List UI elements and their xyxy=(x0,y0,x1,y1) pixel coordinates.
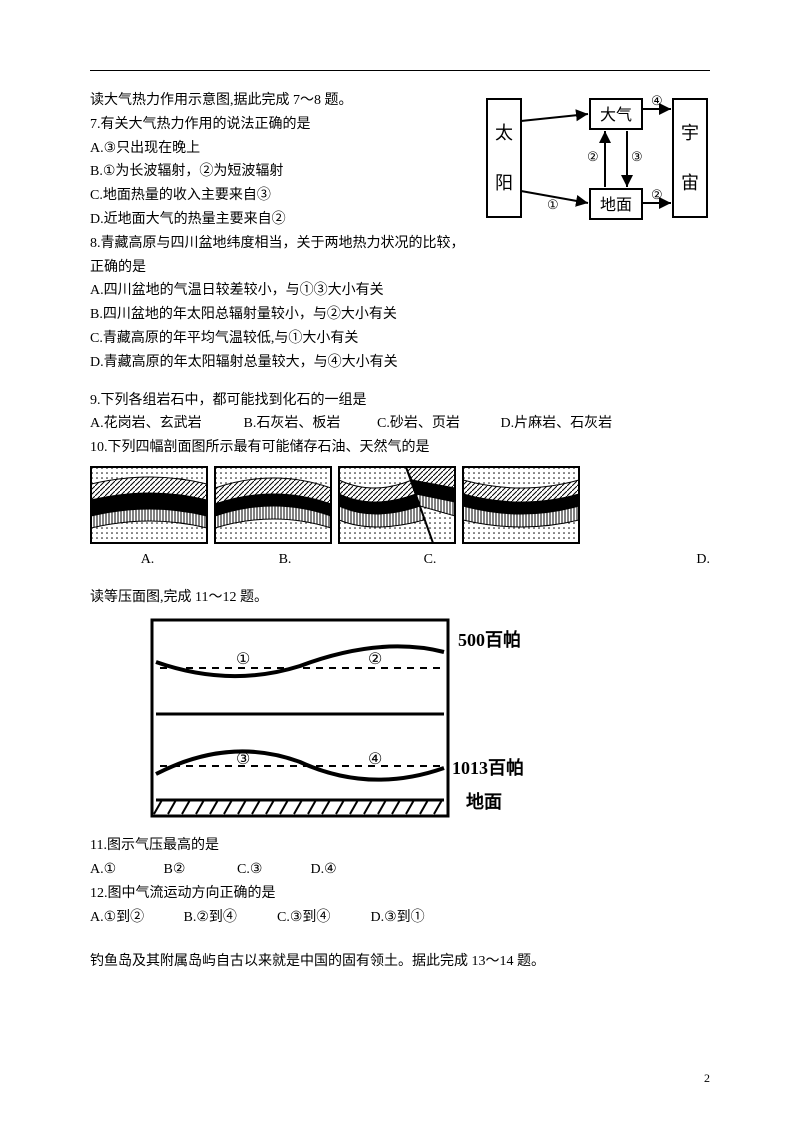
q10-opt-c: C. xyxy=(365,548,495,572)
q11-opt-a: A.① xyxy=(90,858,160,882)
svg-text:宙: 宙 xyxy=(681,173,699,193)
q11-options: A.① B② C.③ D.④ xyxy=(90,858,710,882)
cross-section-d xyxy=(462,466,580,544)
q12-opt-b: B.②到④ xyxy=(184,906,274,930)
q9-opt-a: A.花岗岩、玄武岩 xyxy=(90,412,240,436)
svg-text:③: ③ xyxy=(631,149,643,164)
q8-stem2: 正确的是 xyxy=(90,256,710,280)
q9-stem: 9.下列各组岩石中，都可能找到化石的一组是 xyxy=(90,389,710,413)
q10-opt-b: B. xyxy=(205,548,365,572)
q12-stem: 12.图中气流运动方向正确的是 xyxy=(90,882,710,906)
cross-section-a xyxy=(90,466,208,544)
svg-text:①: ① xyxy=(547,197,559,212)
q11-opt-c: C.③ xyxy=(237,858,307,882)
page-number: 2 xyxy=(704,1068,710,1088)
svg-text:①: ① xyxy=(236,651,250,668)
svg-text:②: ② xyxy=(651,187,663,202)
q11-stem: 11.图示气压最高的是 xyxy=(90,834,710,858)
q10-opt-a: A. xyxy=(90,548,205,572)
svg-text:②: ② xyxy=(587,149,599,164)
sun-bot-char: 阳 xyxy=(495,173,513,193)
svg-text:500百帕: 500百帕 xyxy=(458,629,521,650)
q10-option-labels: A. B. C. D. xyxy=(90,548,710,572)
top-rule xyxy=(90,70,710,71)
svg-text:宇: 宇 xyxy=(681,123,699,143)
q10-opt-d: D. xyxy=(495,548,710,572)
svg-text:④: ④ xyxy=(368,751,382,768)
intro-1112: 读等压面图,完成 11～12 题。 xyxy=(90,586,710,610)
q8-opt-b: B.四川盆地的年太阳总辐射量较小，与②大小有关 xyxy=(90,303,710,327)
sun-top-char: 太 xyxy=(495,123,513,143)
intro-1314: 钓鱼岛及其附属岛屿自古以来就是中国的固有领土。据此完成 13～14 题。 xyxy=(90,950,710,974)
q12-opt-d: D.③到① xyxy=(371,906,425,930)
cross-section-b xyxy=(214,466,332,544)
svg-text:地面: 地面 xyxy=(466,791,502,812)
q8-opt-a: A.四川盆地的气温日较差较小，与①③大小有关 xyxy=(90,279,710,303)
q12-options: A.①到② B.②到④ C.③到④ D.③到① xyxy=(90,906,710,930)
svg-text:③: ③ xyxy=(236,751,250,768)
svg-text:地面: 地面 xyxy=(600,196,632,214)
svg-text:④: ④ xyxy=(651,93,663,108)
q12-opt-a: A.①到② xyxy=(90,906,180,930)
q9-opt-d: D.片麻岩、石灰岩 xyxy=(501,412,613,436)
isobar-diagram: 500百帕 ① ② ③ ④ 1013百帕 xyxy=(150,618,710,827)
q11-opt-d: D.④ xyxy=(311,858,337,882)
q9-options: A.花岗岩、玄武岩 B.石灰岩、板岩 C.砂岩、页岩 D.片麻岩、石灰岩 xyxy=(90,412,710,436)
cross-section-diagrams xyxy=(90,466,710,544)
svg-text:大气: 大气 xyxy=(600,106,632,124)
cross-section-c xyxy=(338,466,456,544)
svg-text:1013百帕: 1013百帕 xyxy=(452,757,524,778)
q8-opt-c: C.青藏高原的年平均气温较低,与①大小有关 xyxy=(90,327,710,351)
q12-opt-c: C.③到④ xyxy=(277,906,367,930)
q10-stem: 10.下列四幅剖面图所示最有可能储存石油、天然气的是 xyxy=(90,436,710,460)
q9-opt-c: C.砂岩、页岩 xyxy=(377,412,497,436)
q9-opt-b: B.石灰岩、板岩 xyxy=(244,412,374,436)
content-area: 太 阳 大气 地面 宇 宙 ① ② ③ ④ xyxy=(90,89,710,973)
heat-diagram: 太 阳 大气 地面 宇 宙 ① ② ③ ④ xyxy=(485,91,710,240)
q8-opt-d: D.青藏高原的年太阳辐射总量较大，与④大小有关 xyxy=(90,351,710,375)
q11-opt-b: B② xyxy=(164,858,234,882)
svg-text:②: ② xyxy=(368,651,382,668)
